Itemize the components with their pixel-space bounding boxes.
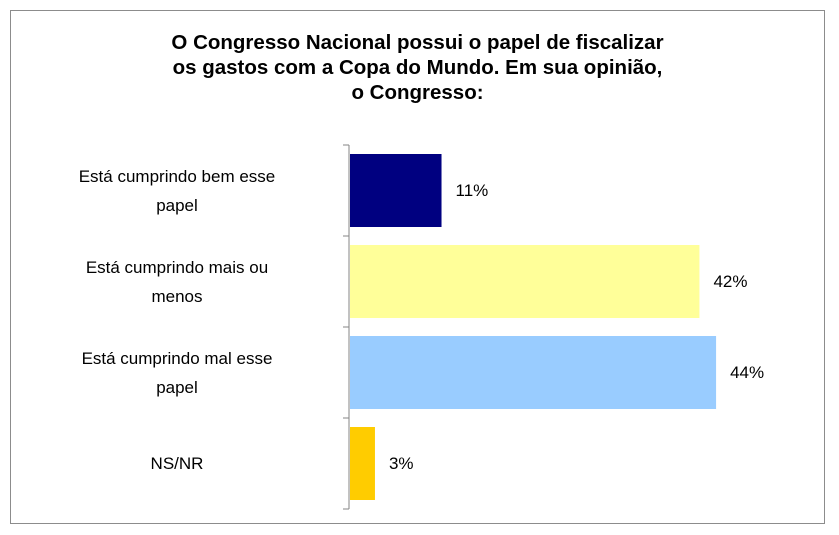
category-label-line: papel [156,195,198,215]
data-label: 42% [713,271,748,291]
bar [350,245,700,318]
category-label: Está cumprindo mal esse papel [17,344,337,402]
category-label-line: Está cumprindo mais ou [85,257,269,277]
chart-title-line: os gastos com a Copa do Mundo. Em sua op… [172,56,663,79]
category-label-line: Está cumprindo mal esse [81,348,273,368]
category-label-line: Está cumprindo bem esse [78,166,276,186]
data-label: 3% [388,453,414,473]
category-label-line: menos [151,286,203,306]
category-label: Está cumprindo bem esse papel [17,162,337,220]
bar [350,154,442,227]
category-label: NS/NR [17,449,337,478]
data-label: 44% [730,362,765,382]
chart-title-line: o Congresso: [351,81,484,104]
chart-title: O Congresso Nacional possui o papel de f… [10,30,825,105]
bar [350,336,717,409]
chart-title-line: O Congresso Nacional possui o papel de f… [171,31,664,54]
category-label-line: NS/NR [150,454,204,473]
bar [350,427,375,500]
category-label-line: papel [156,377,198,397]
category-label: Está cumprindo mais ou menos [17,253,337,311]
data-label: 11% [455,180,489,200]
